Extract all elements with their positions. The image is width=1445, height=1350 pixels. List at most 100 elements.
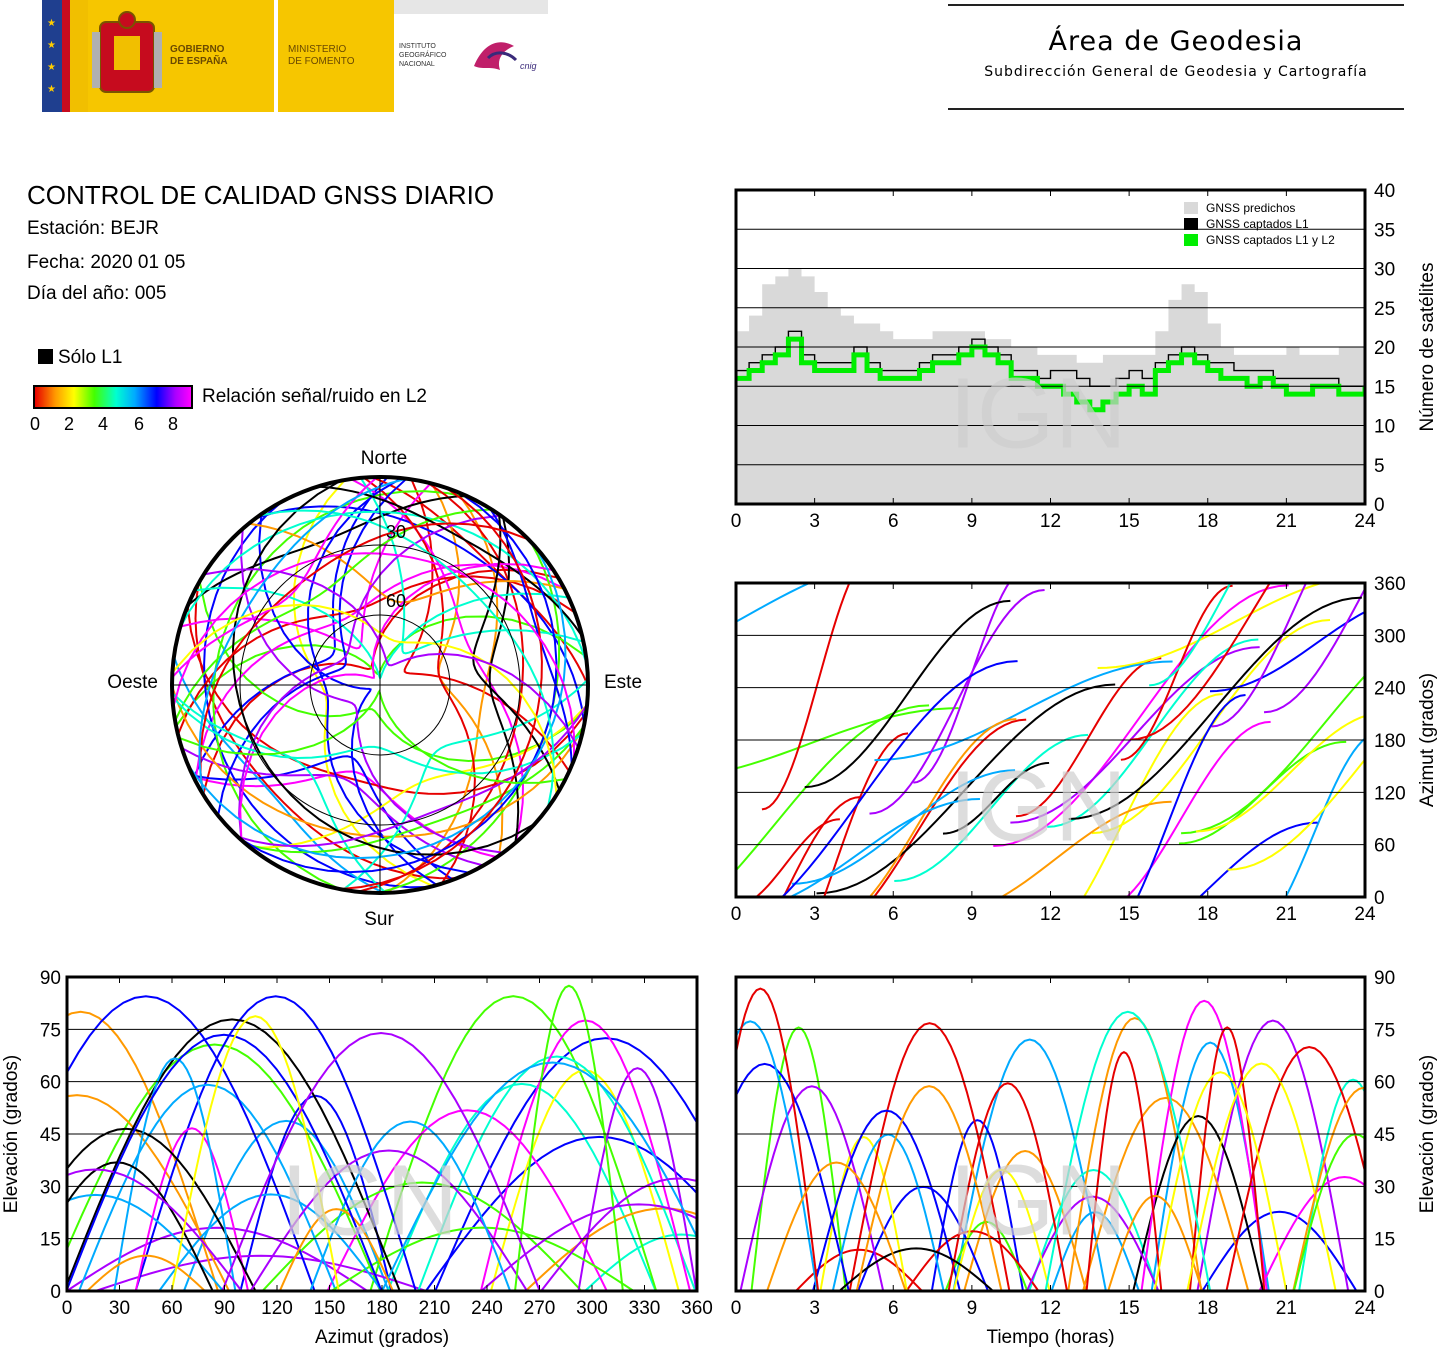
y-tick-label: 25 [1374,299,1395,320]
snr-tick: 6 [134,414,145,434]
satellite-track [1068,596,1362,820]
satellite-track [172,552,576,760]
x-tick-label: 12 [1040,1298,1061,1319]
l1-only-swatch [38,349,53,364]
satellite-track [1198,821,1318,897]
y-tick-label: 120 [1374,783,1406,804]
x-tick-label: 24 [1354,904,1376,925]
satellite-track [237,703,588,848]
satellite-track [198,477,407,796]
satellite-track [203,568,580,749]
station-label: Estación: BEJR [27,218,159,239]
satellite-track [249,1149,528,1291]
satellite-track [1082,1096,1250,1291]
x-tick-label: 270 [524,1298,556,1319]
legend-swatch [1184,202,1198,214]
satellite-track [795,1248,923,1291]
satellite-track [194,583,458,880]
satellite-track [819,1136,908,1291]
x-tick-label: 24 [1354,511,1376,532]
satellite-track [766,1161,907,1291]
satellite-track [278,1208,394,1291]
satellite-track [1085,1051,1163,1291]
satellite-track [739,1085,885,1291]
satellite-track [848,1022,1011,1291]
ring-30-label: 30 [386,522,406,542]
satellite-track [577,1067,697,1291]
x-tick-label: 6 [888,511,899,532]
x-axis-label: Tiempo (horas) [986,1327,1114,1348]
satellite-track [67,1018,401,1291]
satellite-track [67,1094,230,1291]
plot-area [736,987,1365,1291]
satellite-track [240,528,504,854]
y-tick-label: 60 [40,1073,61,1094]
x-tick-label: 18 [1197,511,1218,532]
y-tick-label: 15 [1374,1230,1395,1251]
satellite-track [194,563,565,782]
satellite-track [540,1177,697,1291]
satellite-track [1015,657,1162,818]
y-axis-label: Azimut (grados) [1417,673,1438,807]
ign-logo-banner: ★ ★ ★ ★ GOBIERNO DE ESPAÑA MINISTERIO DE F… [42,0,548,112]
satellite-track [403,479,571,772]
satellite-track [173,656,385,893]
x-tick-label: 90 [214,1298,235,1319]
satellite-track [816,683,1116,895]
satellite-track [791,769,1016,885]
y-tick-label: 0 [1374,1282,1385,1303]
satellite-track [434,1037,697,1291]
satellite-track [170,1015,340,1291]
legend-swatch [1184,234,1198,246]
y-tick-label: 90 [1374,968,1395,989]
y-tick-label: 90 [40,968,61,989]
satellite-track [67,1161,214,1291]
x-tick-label: 0 [731,511,742,532]
satellite-track [942,761,1050,835]
satellite-track [212,490,472,891]
snr-tick: 0 [30,414,41,434]
satellite-track [1082,693,1223,897]
satellite-track [952,1168,1051,1291]
satellite-track [761,583,851,811]
satellite-track [179,510,588,666]
x-tick-label: 21 [1276,904,1297,925]
y-tick-label: 35 [1374,220,1395,241]
satellite-track [787,797,980,897]
y-axis-label: Número de satélites [1417,263,1438,432]
y-axis-label: Elevación (grados) [1417,1055,1438,1213]
y-tick-label: 20 [1374,338,1395,359]
x-tick-label: 3 [809,511,820,532]
x-tick-label: 210 [419,1298,451,1319]
gov-label-1: GOBIERNO [170,44,225,55]
satellite-track [812,1109,961,1291]
x-tick-label: 300 [576,1298,608,1319]
satellite-track [894,733,1089,882]
satellite-track [855,1085,1003,1291]
satellite-track [172,603,558,796]
x-tick-label: 18 [1197,1298,1218,1319]
satellite-track [1025,1195,1160,1291]
satellite-track [217,477,408,816]
y-tick-label: 60 [1374,836,1395,857]
snr-colorbar-label: Relación señal/ruido en L2 [202,386,427,407]
satellite-track [67,1033,383,1291]
x-tick-label: 9 [967,904,978,925]
y-axis-label: Elevación (grados) [1,1055,22,1213]
snr-colorbar [33,385,193,409]
satellite-track [113,1057,237,1291]
satellite-track [187,494,467,607]
y-tick-label: 15 [1374,377,1395,398]
satellite-track [172,477,378,679]
institute-label-1: INSTITUTO [399,43,436,50]
satellite-track [1258,1176,1365,1291]
y-tick-label: 240 [1374,679,1406,700]
skyplot-tracks [172,477,588,893]
satellite-track [221,1032,541,1291]
satellite-track [1153,1071,1288,1291]
x-tick-label: 3 [809,904,820,925]
satellite-track [178,689,566,784]
satellite-track [342,678,588,891]
legend-swatch [1184,218,1198,230]
